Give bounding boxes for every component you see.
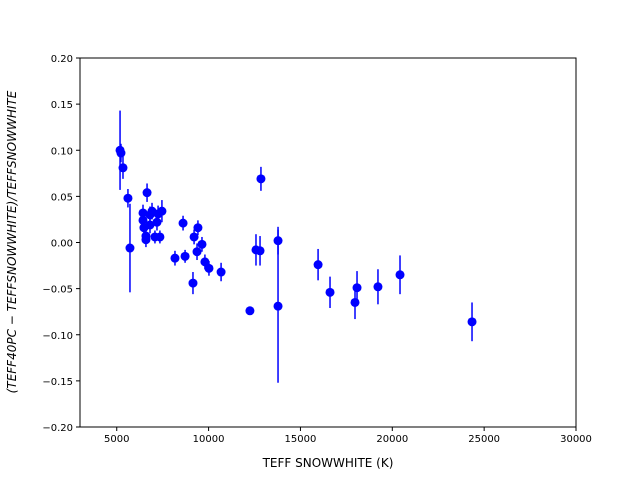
y-tick-label: −0.20 (42, 423, 73, 434)
data-point (141, 235, 151, 245)
x-tick-label: 30000 (560, 434, 592, 445)
data-point (116, 148, 126, 158)
data-point (255, 246, 265, 256)
data-point (373, 282, 383, 292)
data-point (325, 287, 335, 297)
data-point (192, 247, 202, 257)
data-point (352, 283, 362, 293)
data-point (193, 223, 203, 233)
data-point (273, 236, 283, 246)
data-point (142, 188, 152, 198)
data-point (138, 208, 148, 218)
data-point (157, 206, 167, 216)
x-tick-label: 25000 (468, 434, 500, 445)
y-axis-label: (TEFF40PC − TEFFSNOWWHITE)/TEFFSNOWWHITE (5, 90, 19, 393)
data-point (118, 163, 128, 173)
data-point (170, 253, 180, 263)
data-point (313, 260, 323, 270)
data-point (245, 306, 255, 316)
data-point (180, 251, 190, 261)
y-tick-label: 0.10 (51, 146, 73, 157)
y-tick-label: 0.00 (51, 239, 73, 250)
y-tick-label: 0.20 (51, 54, 73, 65)
y-tick-label: −0.10 (42, 331, 73, 342)
data-point (467, 317, 477, 327)
data-point (216, 267, 226, 277)
data-point (125, 243, 135, 253)
x-tick-label: 10000 (193, 434, 225, 445)
data-point (204, 263, 214, 273)
y-tick-label: −0.05 (42, 285, 73, 296)
data-point (197, 239, 207, 249)
data-point (188, 278, 198, 288)
data-point (189, 232, 199, 242)
y-tick-label: 0.15 (51, 100, 73, 111)
data-point (256, 174, 266, 184)
data-point (123, 193, 133, 203)
y-tick-label: −0.15 (42, 377, 73, 388)
y-tick-label: 0.05 (51, 192, 73, 203)
x-tick-label: 5000 (104, 434, 129, 445)
data-point (200, 257, 210, 267)
x-tick-label: 15000 (285, 434, 317, 445)
x-axis-label: TEFF SNOWWHITE (K) (262, 456, 394, 470)
data-point (395, 270, 405, 280)
x-tick-label: 20000 (376, 434, 408, 445)
data-point (178, 218, 188, 228)
data-point (138, 215, 148, 225)
data-point (152, 217, 162, 227)
data-point (273, 301, 283, 311)
data-point (350, 297, 360, 307)
data-point (155, 232, 165, 242)
data-point (145, 220, 155, 230)
